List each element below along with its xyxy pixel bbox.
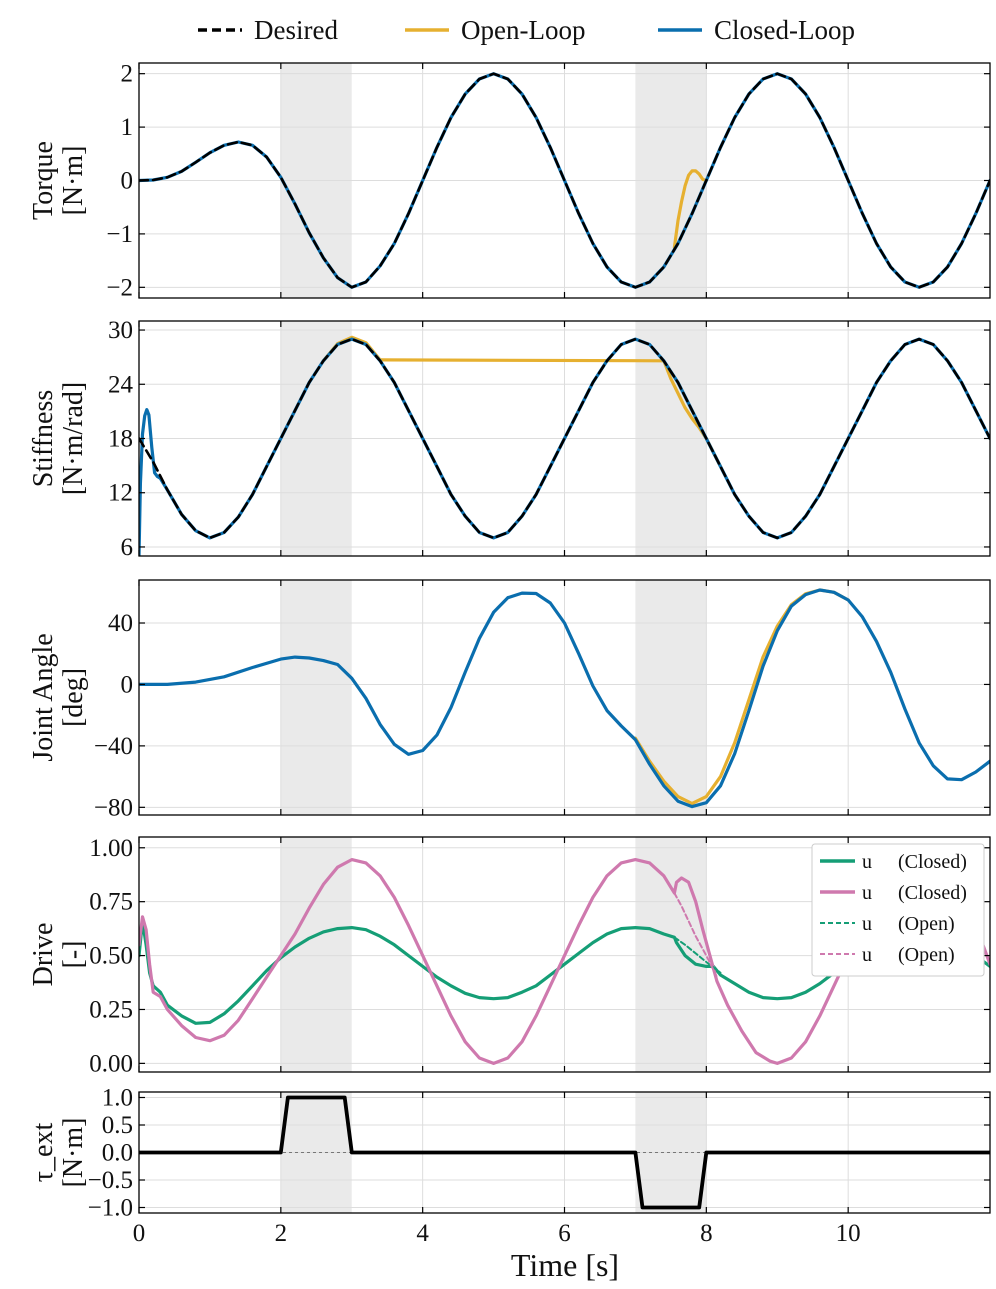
y-axis-unit: [N·m] xyxy=(58,146,89,216)
x-tick-label: 8 xyxy=(700,1220,713,1247)
series-desired xyxy=(139,337,990,540)
drive-legend-box xyxy=(811,843,985,977)
y-axis-title: Torque xyxy=(28,141,59,220)
drive-legend-label-2: u xyxy=(862,913,872,935)
disturbance-window-1 xyxy=(635,837,707,1072)
y-tick-label: 0.00 xyxy=(89,1050,133,1077)
legend-label-1: Open-Loop xyxy=(461,15,585,45)
y-tick-label: 0.0 xyxy=(102,1140,133,1167)
series--ext xyxy=(139,1095,990,1210)
y-tick-label: −2 xyxy=(106,274,133,301)
series-u-closed-pink xyxy=(139,858,990,1065)
y-tick-label: 6 xyxy=(121,534,134,561)
top-legend: Desired Open-Loop Closed-Loop xyxy=(198,15,855,45)
series-group xyxy=(139,72,990,289)
panel-joint_angle: 40 0 −40 −80 Joint Angle [deg] xyxy=(28,579,991,821)
y-tick-label: 0.50 xyxy=(89,943,133,970)
y-tick-label: 2 xyxy=(121,61,134,88)
panel-drive: 1.00 0.75 0.50 0.25 0.00 Drive [-] u (Closed) u (C… xyxy=(28,835,991,1077)
series-group xyxy=(139,588,990,809)
legend-label-2: Closed-Loop xyxy=(714,15,855,45)
y-tick-label: −1.0 xyxy=(88,1195,133,1222)
series-group xyxy=(139,1095,990,1210)
y-tick-label: 40 xyxy=(108,610,133,637)
y-tick-label: 0 xyxy=(121,671,134,698)
panel-torque: 2 1 0 −1 −2 Torque [N·m] xyxy=(28,61,991,301)
y-tick-label: 0.5 xyxy=(102,1112,133,1139)
panel-tau_ext: 1.00.50.0−0.5−1.00 2 4 6 8 10 τ_ext [N·m] xyxy=(28,1085,991,1247)
y-axis-title: τ_ext xyxy=(28,1123,59,1183)
drive-legend-suffix-0: (Closed) xyxy=(898,851,967,873)
drive-legend: u (Closed) u (Closed) u (Open) u (Open) xyxy=(811,843,985,977)
y-axis-unit: [deg] xyxy=(58,668,89,727)
x-tick-label: 2 xyxy=(275,1220,288,1247)
y-axis-unit: [N·m] xyxy=(58,1118,89,1188)
drive-legend-suffix-1: (Closed) xyxy=(898,882,967,904)
disturbance-window-0 xyxy=(280,837,352,1072)
drive-legend-label-3: u xyxy=(862,944,872,966)
x-tick-label: 4 xyxy=(416,1220,429,1247)
y-tick-label: 0 xyxy=(121,168,134,195)
y-tick-label: −80 xyxy=(94,794,133,821)
y-tick-label: 24 xyxy=(108,371,134,398)
y-tick-label: −0.5 xyxy=(88,1167,133,1194)
x-tick-label: 0 xyxy=(133,1220,146,1247)
drive-legend-label-0: u xyxy=(862,851,872,873)
series-open-loop xyxy=(672,169,708,249)
y-tick-label: −40 xyxy=(94,733,133,760)
disturbance-window-1 xyxy=(635,580,707,815)
drive-legend-suffix-2: (Open) xyxy=(898,913,955,935)
y-tick-label: 0.75 xyxy=(89,889,133,916)
y-tick-label: 0.25 xyxy=(89,996,133,1023)
x-tick-label: 6 xyxy=(558,1220,571,1247)
series-group xyxy=(139,335,990,556)
series-u-open-green xyxy=(673,936,722,974)
disturbance-window-0 xyxy=(280,580,352,815)
y-tick-label: 1 xyxy=(121,114,134,141)
y-tick-label: 12 xyxy=(108,480,133,507)
series-desired xyxy=(139,72,990,289)
x-tick-label: 10 xyxy=(836,1220,861,1247)
y-axis-title: Stiffness xyxy=(28,390,59,488)
y-tick-label: 1.0 xyxy=(102,1085,133,1112)
y-axis-title: Drive xyxy=(28,923,59,987)
y-tick-label: 1.00 xyxy=(89,835,133,862)
series-u-open-pink xyxy=(673,892,718,979)
drive-legend-label-1: u xyxy=(862,882,872,904)
series-closed-loop xyxy=(139,588,990,809)
drive-legend-suffix-3: (Open) xyxy=(898,944,955,966)
y-axis-unit: [-] xyxy=(58,941,89,969)
y-tick-label: 18 xyxy=(108,426,133,453)
panel-stiffness: 30 24 18 12 6 Stiffness [N·m/rad] xyxy=(28,317,991,561)
y-axis-unit: [N·m/rad] xyxy=(58,382,89,496)
y-axis-title: Joint Angle xyxy=(28,633,59,761)
y-tick-label: 30 xyxy=(108,317,133,344)
x-axis-title: Time [s] xyxy=(511,1247,619,1283)
legend-label-0: Desired xyxy=(254,15,338,45)
y-tick-label: −1 xyxy=(106,221,133,248)
